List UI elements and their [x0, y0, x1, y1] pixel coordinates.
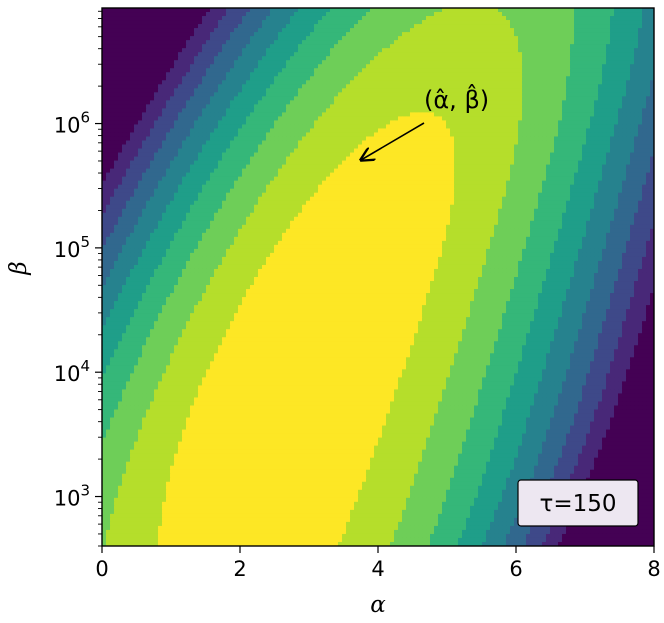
y-tick-label: 104 [54, 357, 90, 386]
y-tick-label: 103 [54, 482, 90, 511]
y-tick-label: 105 [54, 233, 90, 262]
x-axis: 0 2 4 6 8 [95, 546, 660, 581]
annotation-label: (α̂, β̂) [424, 84, 489, 114]
x-tick-label: 4 [371, 557, 384, 581]
x-tick-label: 0 [95, 557, 108, 581]
x-tick-label: 6 [509, 557, 522, 581]
x-axis-label: α [370, 592, 386, 618]
tau-label: τ=150 [539, 491, 616, 517]
x-tick-label: 2 [233, 557, 246, 581]
y-axis: 103 104 105 106 [54, 11, 102, 546]
y-axis-label: β [6, 261, 32, 275]
tau-box: τ=150 [518, 480, 638, 526]
plot-area [102, 8, 655, 547]
x-tick-label: 8 [647, 557, 660, 581]
contour-fill [102, 8, 655, 547]
y-tick-label: 106 [54, 109, 90, 138]
